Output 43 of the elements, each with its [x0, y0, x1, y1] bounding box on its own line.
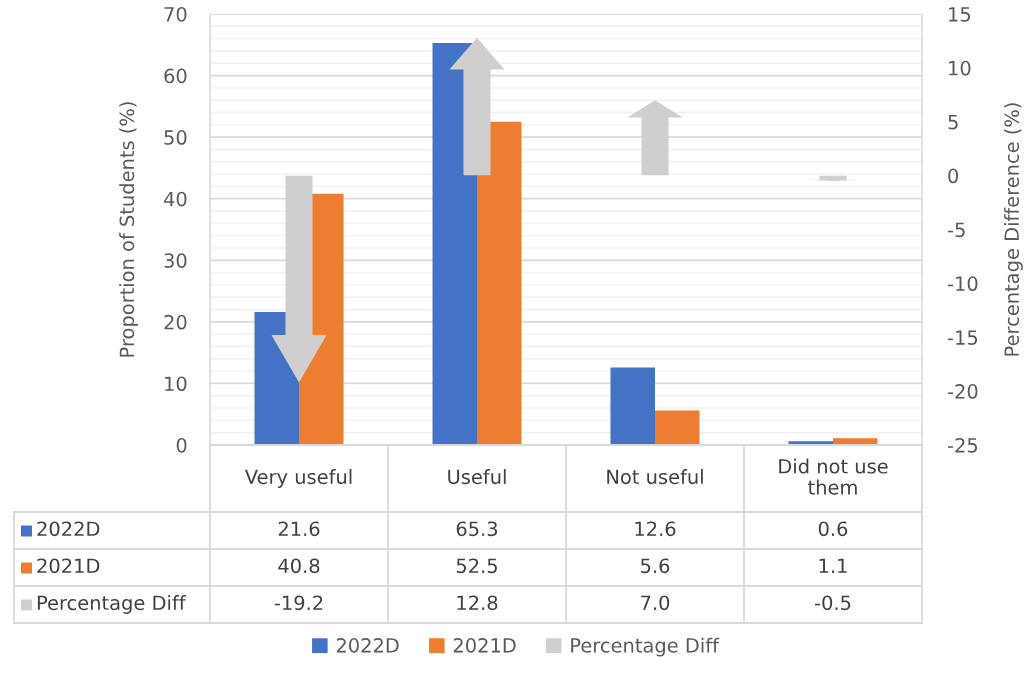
data-label: 65.3 [456, 521, 498, 537]
data-label: -0.5 [814, 595, 851, 611]
y-tick-label: 0 [176, 437, 187, 453]
data-label: 40.8 [278, 558, 320, 574]
y2-tick-label: -25 [947, 437, 978, 453]
y-tick-label: 40 [163, 191, 187, 207]
data-label: 7.0 [641, 595, 670, 611]
data-label: 0.6 [818, 521, 848, 537]
bar [610, 367, 655, 445]
text: 2021D [37, 558, 100, 574]
y-tick-label: 20 [164, 314, 187, 330]
data-label: 1.1 [819, 558, 847, 573]
y2-tick-label: 5 [948, 114, 958, 130]
y2-tick-label: -5 [947, 222, 965, 238]
y2-axis-title: Percentage Difference (%) [1004, 103, 1023, 356]
y-tick-label: 10 [165, 376, 187, 392]
y2-tick-label: 15 [949, 7, 971, 22]
y-tick-label: 60 [164, 68, 187, 84]
y-axis-title: Proportion of Students (%) [119, 102, 138, 357]
data-label: 12.6 [635, 521, 676, 537]
x-tick-label: Did not use them [779, 458, 888, 495]
data-label: 12.8 [457, 595, 498, 611]
x-tick-label: Not useful [607, 469, 703, 485]
legend-label: Percentage Diff [37, 595, 186, 614]
x-tick-label: Useful [448, 469, 506, 485]
data-label: 5.6 [641, 558, 670, 574]
bar [655, 410, 700, 445]
y-tick-label: 70 [164, 6, 187, 22]
y2-tick-label: -15 [947, 330, 978, 345]
y-tick-label: 30 [164, 253, 187, 268]
data-label: 52.5 [456, 558, 497, 574]
y-tick-label: 50 [164, 130, 187, 145]
x-tick-label: Very useful [244, 469, 352, 488]
y2-tick-label: -20 [947, 384, 978, 399]
legend-label: 2022D [37, 521, 100, 537]
text: 2022D [336, 638, 399, 653]
text: Percentage Diff [571, 637, 720, 657]
data-label: 21.6 [278, 521, 320, 537]
y2-tick-label: -10 [947, 276, 978, 292]
legend-label: 2021D [453, 638, 516, 653]
y2-tick-label: 0 [948, 168, 959, 184]
y2-tick-label: 10 [949, 60, 971, 76]
data-label: -19.2 [274, 595, 323, 611]
